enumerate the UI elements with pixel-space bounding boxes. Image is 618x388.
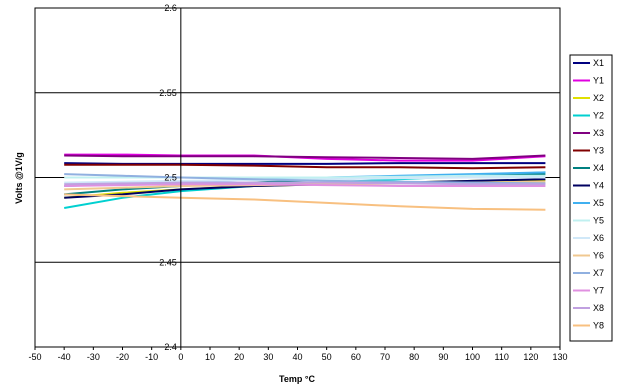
legend-label-x2: X2: [593, 93, 604, 103]
legend-label-y3: Y3: [593, 146, 604, 156]
x-tick-label: 40: [292, 352, 302, 362]
y-tick-labels: 2.4 2.45 2.5 2.55 2.6: [159, 3, 177, 352]
legend-label-y8: Y8: [593, 321, 604, 331]
series-layer: [64, 153, 546, 211]
legend-label-x5: X5: [593, 198, 604, 208]
x-tick-labels: -50 -40 -30 -20 -10 0 10 20 30 40 50 60 70 80 90 100 110…: [28, 347, 568, 362]
legend-label-y1: Y1: [593, 76, 604, 86]
y-tick-label: 2.45: [159, 257, 177, 267]
legend-label-x6: X6: [593, 233, 604, 243]
legend: X1 Y1 X2 Y2 X3 Y3 X4 Y4 X5 Y5 X6 Y6 X7 Y7 X8 Y8: [569, 54, 613, 342]
x-tick-label: -20: [116, 352, 129, 362]
legend-label-x1: X1: [593, 58, 604, 68]
x-tick-label: 110: [494, 352, 508, 362]
x-tick-label: 20: [234, 352, 244, 362]
legend-label-y4: Y4: [593, 181, 604, 191]
y-tick-label: 2.6: [164, 3, 177, 13]
x-tick-label: 100: [465, 352, 480, 362]
x-tick-label: 130: [552, 352, 567, 362]
x-tick-label: -40: [58, 352, 71, 362]
x-tick-label: -10: [145, 352, 158, 362]
x-tick-label: 90: [438, 352, 448, 362]
x-tick-label: 0: [178, 352, 183, 362]
x-tick-label: 60: [351, 352, 361, 362]
x-tick-label: -50: [28, 352, 41, 362]
legend-label-x7: X7: [593, 268, 604, 278]
x-tick-label: 30: [263, 352, 273, 362]
legend-label-x3: X3: [593, 128, 604, 138]
x-tick-label: 120: [523, 352, 538, 362]
x-tick-label: -30: [87, 352, 100, 362]
legend-label-y6: Y6: [593, 251, 604, 261]
x-tick-label: 80: [409, 352, 419, 362]
series-line-y5: [64, 174, 546, 179]
legend-label-x8: X8: [593, 303, 604, 313]
series-line-y3: [64, 163, 546, 170]
series-line-y7: [64, 183, 546, 187]
x-tick-label: 10: [205, 352, 215, 362]
x-tick-label: 70: [380, 352, 390, 362]
legend-label-y2: Y2: [593, 111, 604, 121]
x-axis-title: Temp °C: [279, 374, 315, 384]
series-line-y8: [64, 193, 546, 211]
y-axis-title: Volts @1V/g: [14, 152, 24, 204]
series-line-x1: [64, 162, 546, 165]
y-tick-label: 2.4: [164, 342, 177, 352]
legend-label-y7: Y7: [593, 286, 604, 296]
series-line-x7: [64, 173, 546, 185]
x-tick-label: 50: [322, 352, 332, 362]
series-line-x8: [64, 181, 546, 186]
legend-label-x4: X4: [593, 163, 604, 173]
series-line-x3: [64, 154, 546, 160]
y-tick-label: 2.5: [164, 173, 177, 183]
legend-label-y5: Y5: [593, 216, 604, 226]
legend-box: [569, 54, 613, 342]
y-tick-label: 2.55: [159, 88, 177, 98]
